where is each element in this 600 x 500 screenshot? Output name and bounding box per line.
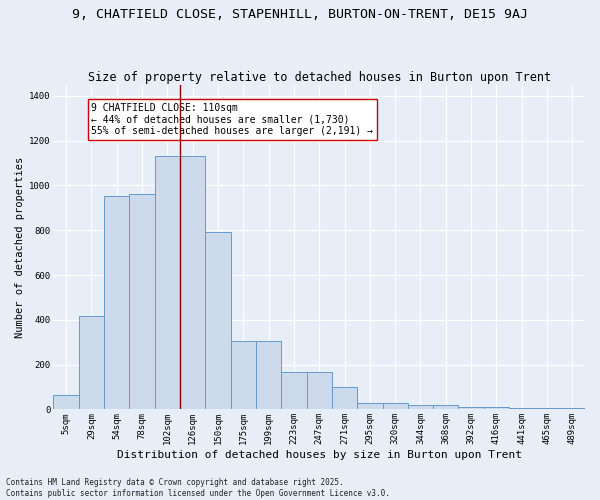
Bar (535, 408, 560, 410)
Bar (256, 341, 281, 409)
Bar (458, 407, 484, 410)
Bar (205, 232, 230, 410)
Bar (155, 156, 180, 410)
Bar (180, 156, 205, 410)
Bar (332, 387, 357, 409)
Bar (53, 395, 79, 409)
Text: 9 CHATFIELD CLOSE: 110sqm
← 44% of detached houses are smaller (1,730)
55% of se: 9 CHATFIELD CLOSE: 110sqm ← 44% of detac… (91, 102, 373, 136)
Bar (560, 408, 585, 410)
Text: Contains HM Land Registry data © Crown copyright and database right 2025.
Contai: Contains HM Land Registry data © Crown c… (6, 478, 390, 498)
Bar (408, 406, 433, 409)
Bar (509, 408, 535, 410)
X-axis label: Distribution of detached houses by size in Burton upon Trent: Distribution of detached houses by size … (117, 450, 522, 460)
Y-axis label: Number of detached properties: Number of detached properties (15, 156, 25, 338)
Bar (281, 372, 307, 410)
Bar (130, 194, 155, 410)
Text: 9, CHATFIELD CLOSE, STAPENHILL, BURTON-ON-TRENT, DE15 9AJ: 9, CHATFIELD CLOSE, STAPENHILL, BURTON-O… (72, 8, 528, 20)
Bar (484, 407, 509, 410)
Bar (357, 402, 383, 409)
Bar (433, 406, 458, 409)
Bar (383, 402, 408, 409)
Title: Size of property relative to detached houses in Burton upon Trent: Size of property relative to detached ho… (88, 70, 551, 84)
Bar (307, 372, 332, 410)
Bar (104, 196, 130, 410)
Bar (79, 316, 104, 410)
Bar (230, 341, 256, 409)
